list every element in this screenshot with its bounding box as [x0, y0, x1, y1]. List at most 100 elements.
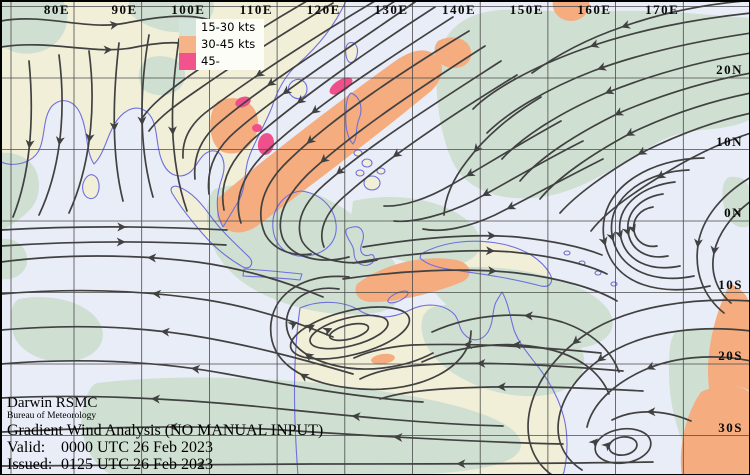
- flow-arrow: [109, 122, 119, 132]
- flow-arrow: [195, 460, 205, 470]
- longitude-label: 140E: [442, 2, 477, 17]
- longitude-label: 150E: [509, 2, 544, 17]
- issued-value: 0125 UTC 26 Feb 2023: [61, 456, 213, 473]
- latitude-label: 10S: [718, 276, 743, 292]
- latitude-label: 20N: [716, 62, 743, 77]
- flow-arrow: [287, 321, 298, 331]
- flow-arrow: [637, 146, 648, 155]
- flow-arrow: [137, 116, 147, 126]
- flow-arrow: [103, 45, 113, 55]
- flow-arrow: [621, 20, 632, 29]
- latitude-label: 10N: [716, 133, 743, 149]
- latitude-label: 20S: [718, 348, 743, 363]
- flow-arrow: [85, 133, 95, 143]
- flow-arrow: [656, 170, 667, 179]
- flow-arrow: [311, 104, 321, 114]
- flow-arrow: [622, 226, 631, 236]
- longitude-label: 120E: [306, 2, 341, 17]
- flow-arrow: [456, 459, 466, 469]
- flow-arrow: [152, 289, 162, 299]
- flow-arrow: [487, 266, 497, 276]
- flow-arrow: [485, 246, 495, 256]
- flow-arrow: [614, 229, 624, 239]
- flow-arrow: [596, 352, 607, 362]
- flow-arrow: [625, 127, 636, 136]
- flow-arrow: [473, 142, 483, 153]
- legend-label: 45-: [196, 53, 264, 70]
- latitude-label: 30S: [718, 419, 743, 435]
- latitude-label: 0N: [724, 205, 743, 220]
- longitude-label: 160E: [577, 2, 612, 17]
- longitude-label: 90E: [111, 2, 138, 17]
- flow-arrow: [266, 77, 277, 87]
- flow-arrow: [25, 139, 35, 149]
- flow-arrow: [392, 148, 403, 158]
- agency-title: Darwin RSMC: [7, 395, 98, 411]
- flow-arrow: [614, 107, 625, 116]
- flow-arrow: [512, 340, 522, 350]
- flow-arrow: [598, 236, 608, 247]
- info-block: Darwin RSMC Bureau of Meteorology Gradie…: [7, 395, 323, 473]
- valid-label: Valid:: [7, 439, 46, 456]
- issued-label: Issued:: [7, 456, 53, 473]
- longitude-label: 100E: [171, 2, 206, 17]
- flow-arrow: [322, 327, 333, 337]
- flow-arrow: [487, 231, 497, 241]
- flow-arrow: [168, 422, 178, 432]
- flow-arrow: [710, 245, 720, 256]
- flow-arrow: [335, 165, 346, 175]
- product-title: Gradient Wind Analysis (NO MANUAL INPUT): [7, 422, 324, 439]
- legend-item: 15-30 kts: [179, 19, 264, 36]
- flow-arrow: [496, 382, 506, 392]
- flow-arrow: [296, 94, 307, 104]
- legend-item: 45-: [179, 53, 264, 70]
- flow-arrow: [167, 126, 177, 136]
- flow-arrow: [476, 358, 486, 368]
- legend-item: 30-45 kts: [179, 36, 264, 53]
- flow-arrow: [160, 327, 170, 337]
- flow-arrow: [694, 238, 703, 248]
- longitude-label: 130E: [374, 2, 409, 17]
- legend-label: 15-30 kts: [196, 19, 264, 36]
- flow-arrow: [601, 441, 611, 452]
- flow-arrow: [55, 136, 65, 146]
- flow-arrow: [393, 432, 403, 442]
- flow-arrow: [299, 373, 310, 382]
- flow-arrow: [117, 222, 127, 232]
- flow-arrows-layer: [25, 20, 720, 470]
- legend: 15-30 kts 30-45 kts 45-: [179, 19, 264, 70]
- flow-arrow: [646, 407, 656, 417]
- longitude-label: 170E: [645, 2, 680, 17]
- flow-arrow: [572, 335, 582, 345]
- flow-arrow: [304, 352, 315, 362]
- longitude-label: 80E: [43, 2, 70, 17]
- flow-arrow: [481, 187, 492, 197]
- flow-arrow: [606, 231, 616, 242]
- longitude-label: 110E: [239, 2, 274, 17]
- flow-arrow: [604, 85, 615, 95]
- flow-arrow: [589, 39, 600, 48]
- flow-arrow: [506, 201, 517, 210]
- flow-arrow: [463, 340, 473, 350]
- agency-subtitle: Bureau of Meteorology: [7, 411, 97, 421]
- flow-arrow: [646, 361, 657, 370]
- flow-arrow: [304, 324, 315, 333]
- flow-arrow: [597, 62, 608, 71]
- legend-swatch: [179, 53, 196, 70]
- flow-arrow: [320, 153, 330, 164]
- flow-arrow: [588, 438, 598, 449]
- flow-arrow: [116, 237, 126, 247]
- flow-arrow: [147, 253, 157, 263]
- issued-line: Issued: 0125 UTC 26 Feb 2023: [7, 456, 323, 473]
- flow-arrow: [282, 85, 293, 95]
- flow-arrow: [150, 394, 161, 404]
- flow-arrow: [306, 134, 317, 145]
- flow-arrow: [255, 68, 266, 77]
- flow-arrow: [523, 311, 534, 321]
- flow-arrow: [109, 20, 119, 30]
- valid-line: Valid: 0000 UTC 26 Feb 2023: [7, 439, 323, 456]
- flow-arrow: [627, 223, 636, 234]
- flow-arrow: [465, 167, 476, 177]
